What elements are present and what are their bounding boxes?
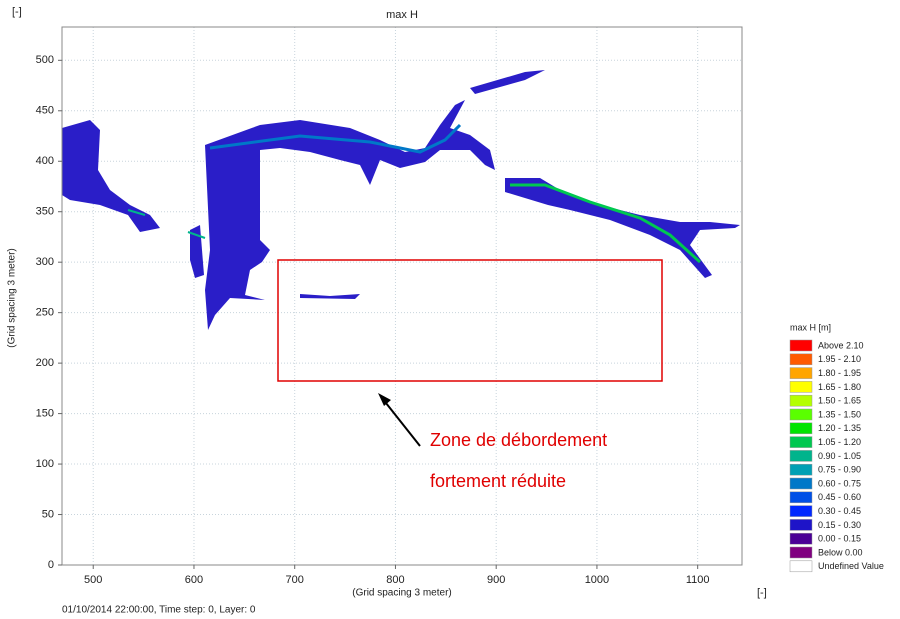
y-tick-label: 450 [36, 105, 54, 117]
legend-swatch [789, 463, 813, 476]
legend-swatch [789, 381, 813, 393]
legend-label: 1.05 - 1.20 [818, 437, 861, 447]
flood-area [205, 100, 495, 330]
legend-swatch [789, 367, 813, 379]
legend-swatch [789, 394, 813, 407]
legend-label: 0.15 - 0.30 [818, 520, 861, 530]
legend-swatch [789, 422, 813, 435]
y-tick-label: 50 [42, 508, 54, 520]
y-tick-label: 500 [36, 54, 54, 66]
legend-label: 0.75 - 0.90 [818, 465, 861, 475]
legend-label: 1.50 - 1.65 [818, 396, 861, 406]
legend-swatch [789, 546, 813, 559]
legend-label: 0.00 - 0.15 [818, 534, 861, 544]
x-tick-label: 1000 [585, 574, 609, 586]
legend-swatch [789, 436, 813, 448]
annotation: fortement réduite [430, 471, 566, 491]
flood-channel [127, 209, 206, 239]
legend-label: 1.35 - 1.50 [818, 409, 861, 419]
y-tick-label: 150 [36, 407, 54, 419]
y-tick-label: 0 [48, 559, 54, 571]
unit-top: [-] [12, 6, 22, 18]
x-tick-label: 500 [84, 574, 102, 586]
annotation: Zone de débordement [430, 430, 607, 450]
flood-area [300, 294, 360, 299]
grid [62, 27, 742, 566]
y-tick-label: 100 [36, 458, 54, 470]
flood-extent [62, 70, 740, 330]
legend-label: 0.90 - 1.05 [818, 451, 861, 461]
flood-area [190, 225, 204, 278]
legend-label: 1.20 - 1.35 [818, 423, 861, 433]
unit-right: [-] [757, 587, 767, 599]
legend-label: 0.30 - 0.45 [818, 506, 861, 516]
y-tick-label: 250 [36, 307, 54, 319]
legend-label: Below 0.00 [818, 547, 863, 557]
legend-title: max H [m] [790, 322, 831, 332]
legend-swatch [789, 491, 813, 504]
x-tick-label: 600 [185, 574, 203, 586]
y-tick-label: 350 [36, 206, 54, 218]
legend-label: 0.45 - 0.60 [818, 492, 861, 502]
legend-label: Undefined Value [818, 561, 884, 571]
footer: 01/10/2014 22:00:00, Time step: 0, Layer… [62, 605, 256, 616]
y-tick-label: 200 [36, 357, 54, 369]
y-label: (Grid spacing 3 meter) [7, 248, 18, 347]
legend-label: 0.60 - 0.75 [818, 478, 861, 488]
y-tick-label: 300 [36, 256, 54, 268]
arrow-head [378, 393, 391, 406]
arrow [381, 397, 421, 447]
plot-frame [61, 26, 743, 566]
legend-swatch [789, 519, 813, 531]
legend-swatch [789, 532, 813, 545]
title: max H [386, 9, 418, 21]
legend-label: Above 2.10 [818, 340, 864, 350]
legend-swatch [789, 353, 813, 366]
x-tick-label: 1100 [686, 574, 710, 586]
flood-channel [510, 183, 702, 264]
legend-swatch [789, 560, 813, 573]
highlight-box [277, 259, 663, 382]
legend-swatch [789, 450, 813, 462]
x-tick-label: 900 [487, 574, 505, 586]
legend-swatch [789, 477, 813, 490]
legend-label: 1.65 - 1.80 [818, 382, 861, 392]
flood-area [505, 178, 740, 278]
y-tick-label: 400 [36, 155, 54, 167]
flood-channel [209, 123, 462, 154]
legend-swatch [789, 408, 813, 421]
flood-area [470, 70, 545, 94]
x-tick-label: 800 [386, 574, 404, 586]
flood-area [62, 120, 160, 232]
legend-swatch [789, 505, 813, 517]
legend-swatch [789, 339, 813, 352]
legend-label: 1.95 - 2.10 [818, 354, 861, 364]
legend: max H [m] Above 2.10 1.95 - 2.10 1.80 - 1.… [789, 322, 884, 573]
x-label: (Grid spacing 3 meter) [352, 588, 451, 599]
x-tick-label: 700 [286, 574, 304, 586]
legend-label: 1.80 - 1.95 [818, 368, 861, 378]
